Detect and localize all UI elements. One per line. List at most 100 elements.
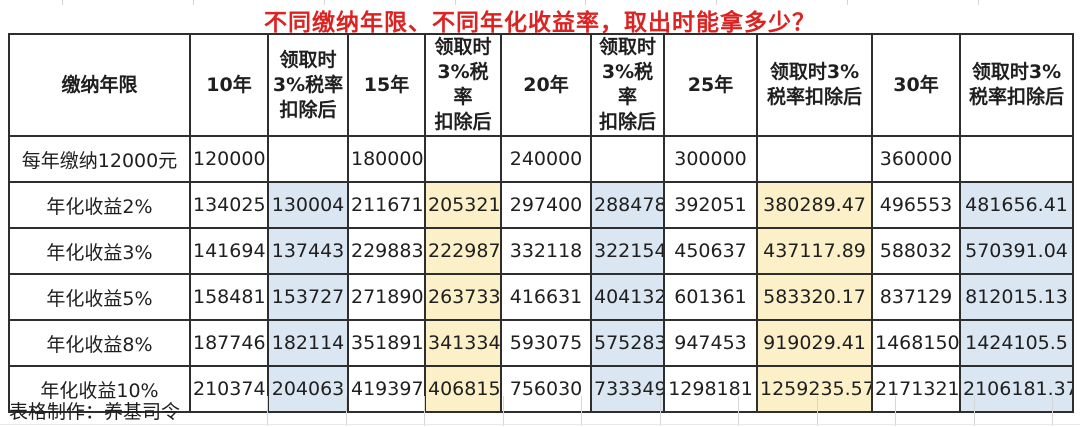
value-cell: 1468150	[871, 319, 961, 368]
row-label-cell: 年化收益10%	[8, 365, 191, 414]
value-cell: 141694	[189, 227, 269, 276]
value-cell: 1259235.57	[756, 365, 873, 414]
table-row-4: 年化收益8% 187746 182114 351891 341334 593075 5752…	[8, 319, 1074, 368]
row-label-cell: 每年缴纳12000元	[8, 135, 191, 184]
value-cell: 570391.04	[959, 227, 1074, 276]
value-cell: 180000	[347, 135, 426, 184]
value-cell: 392051	[663, 181, 758, 230]
value-cell: 837129	[871, 273, 961, 322]
value-cell: 187746	[189, 319, 269, 368]
table-row-2: 年化收益3% 141694 137443 229883 222987 332118 3221…	[8, 227, 1074, 276]
value-cell: 437117.89	[756, 227, 873, 276]
value-cell: 1298181	[663, 365, 758, 414]
header-cell-0: 缴纳年限	[8, 32, 191, 138]
value-cell: 588032	[871, 227, 961, 276]
gridline-tick	[895, 396, 896, 426]
gridline-tick	[503, 396, 504, 426]
table-body: 每年缴纳12000元 120000 180000 240000 300000 360000…	[8, 135, 1074, 414]
value-cell: 288478	[590, 181, 665, 230]
value-cell	[267, 135, 349, 184]
value-cell: 575283	[590, 319, 665, 368]
value-cell	[590, 135, 665, 184]
header-cell-5: 20年	[500, 32, 592, 138]
table-row-0: 每年缴纳12000元 120000 180000 240000 300000 360000	[8, 135, 1074, 184]
header-cell-6: 领取时 3%税率 扣除后	[590, 32, 665, 138]
value-cell: 300000	[663, 135, 758, 184]
value-cell: 593075	[500, 319, 592, 368]
value-cell: 263733	[424, 273, 502, 322]
value-cell: 919029.41	[756, 319, 873, 368]
row-label-cell: 年化收益5%	[8, 273, 191, 322]
payout-table: 缴纳年限 10年 领取时 3%税率 扣除后 15年 领取时 3%税率 扣除后 20年 领取时…	[8, 32, 1074, 414]
header-cell-9: 30年	[871, 32, 961, 138]
gridline-tick	[424, 396, 425, 426]
gridline-tick	[660, 396, 661, 426]
gridline-tick	[62, 0, 63, 5]
value-cell: 1424105.5	[959, 319, 1074, 368]
credit-label: 表格制作：养基司令	[9, 401, 181, 423]
value-cell: 341334	[424, 319, 502, 368]
value-cell: 351891	[347, 319, 426, 368]
gridline-tick	[346, 396, 347, 426]
value-cell: 229883	[347, 227, 426, 276]
gridline-tick	[847, 0, 848, 5]
value-cell: 812015.13	[959, 273, 1074, 322]
value-cell: 271890	[347, 273, 426, 322]
gridline-horizontal	[0, 424, 1080, 425]
table-title: 不同缴纳年限、不同年化收益率，取出时能拿多少？	[264, 10, 816, 36]
value-cell: 222987	[424, 227, 502, 276]
value-cell: 153727	[267, 273, 349, 322]
header-cell-4: 领取时 3%税率 扣除后	[424, 32, 502, 138]
gridline-tick	[974, 396, 975, 426]
header-cell-7: 25年	[663, 32, 758, 138]
row-label-cell: 年化收益8%	[8, 319, 191, 368]
gridline-tick	[324, 0, 325, 5]
value-cell: 419397	[347, 365, 426, 414]
value-cell: 756030	[500, 365, 592, 414]
value-cell: 2106181.37	[959, 365, 1074, 414]
value-cell: 481656.41	[959, 181, 1074, 230]
gridline-tick	[267, 396, 268, 426]
value-cell: 406815	[424, 365, 502, 414]
value-cell: 380289.47	[756, 181, 873, 230]
gridline-tick	[585, 0, 586, 5]
value-cell: 601361	[663, 273, 758, 322]
gridline-tick	[738, 396, 739, 426]
gridline-tick	[716, 0, 717, 5]
value-cell: 211671	[347, 181, 426, 230]
value-cell	[424, 135, 502, 184]
value-cell: 733349	[590, 365, 665, 414]
header-cell-2: 领取时 3%税率 扣除后	[267, 32, 349, 138]
value-cell: 240000	[500, 135, 592, 184]
value-cell: 322154	[590, 227, 665, 276]
value-cell: 158481	[189, 273, 269, 322]
value-cell: 583320.17	[756, 273, 873, 322]
header-cell-1: 10年	[189, 32, 269, 138]
value-cell: 120000	[189, 135, 269, 184]
row-label-cell: 年化收益3%	[8, 227, 191, 276]
table-row-1: 年化收益2% 134025 130004 211671 205321 297400 2884…	[8, 181, 1074, 230]
value-cell: 450637	[663, 227, 758, 276]
value-cell: 205321	[424, 181, 502, 230]
table-header: 缴纳年限 10年 领取时 3%税率 扣除后 15年 领取时 3%税率 扣除后 20年 领取时…	[8, 32, 1074, 138]
value-cell: 360000	[871, 135, 961, 184]
value-cell: 182114	[267, 319, 349, 368]
gridline-tick	[978, 0, 979, 5]
value-cell: 137443	[267, 227, 349, 276]
gridline-tick	[581, 396, 582, 426]
row-label-cell: 年化收益2%	[8, 181, 191, 230]
table-row-5: 年化收益10% 210374 204063 419397 406815 756030 733…	[8, 365, 1074, 414]
value-cell: 134025	[189, 181, 269, 230]
table-row-3: 年化收益5% 158481 153727 271890 263733 416631 4041…	[8, 273, 1074, 322]
header-cell-8: 领取时3% 税率扣除后	[756, 32, 873, 138]
value-cell: 210374	[189, 365, 269, 414]
gridline-tick	[817, 396, 818, 426]
value-cell: 130004	[267, 181, 349, 230]
header-cell-10: 领取时3% 税率扣除后	[959, 32, 1074, 138]
value-cell: 297400	[500, 181, 592, 230]
value-cell: 947453	[663, 319, 758, 368]
value-cell: 416631	[500, 273, 592, 322]
value-cell: 2171321	[871, 365, 961, 414]
value-cell	[756, 135, 873, 184]
